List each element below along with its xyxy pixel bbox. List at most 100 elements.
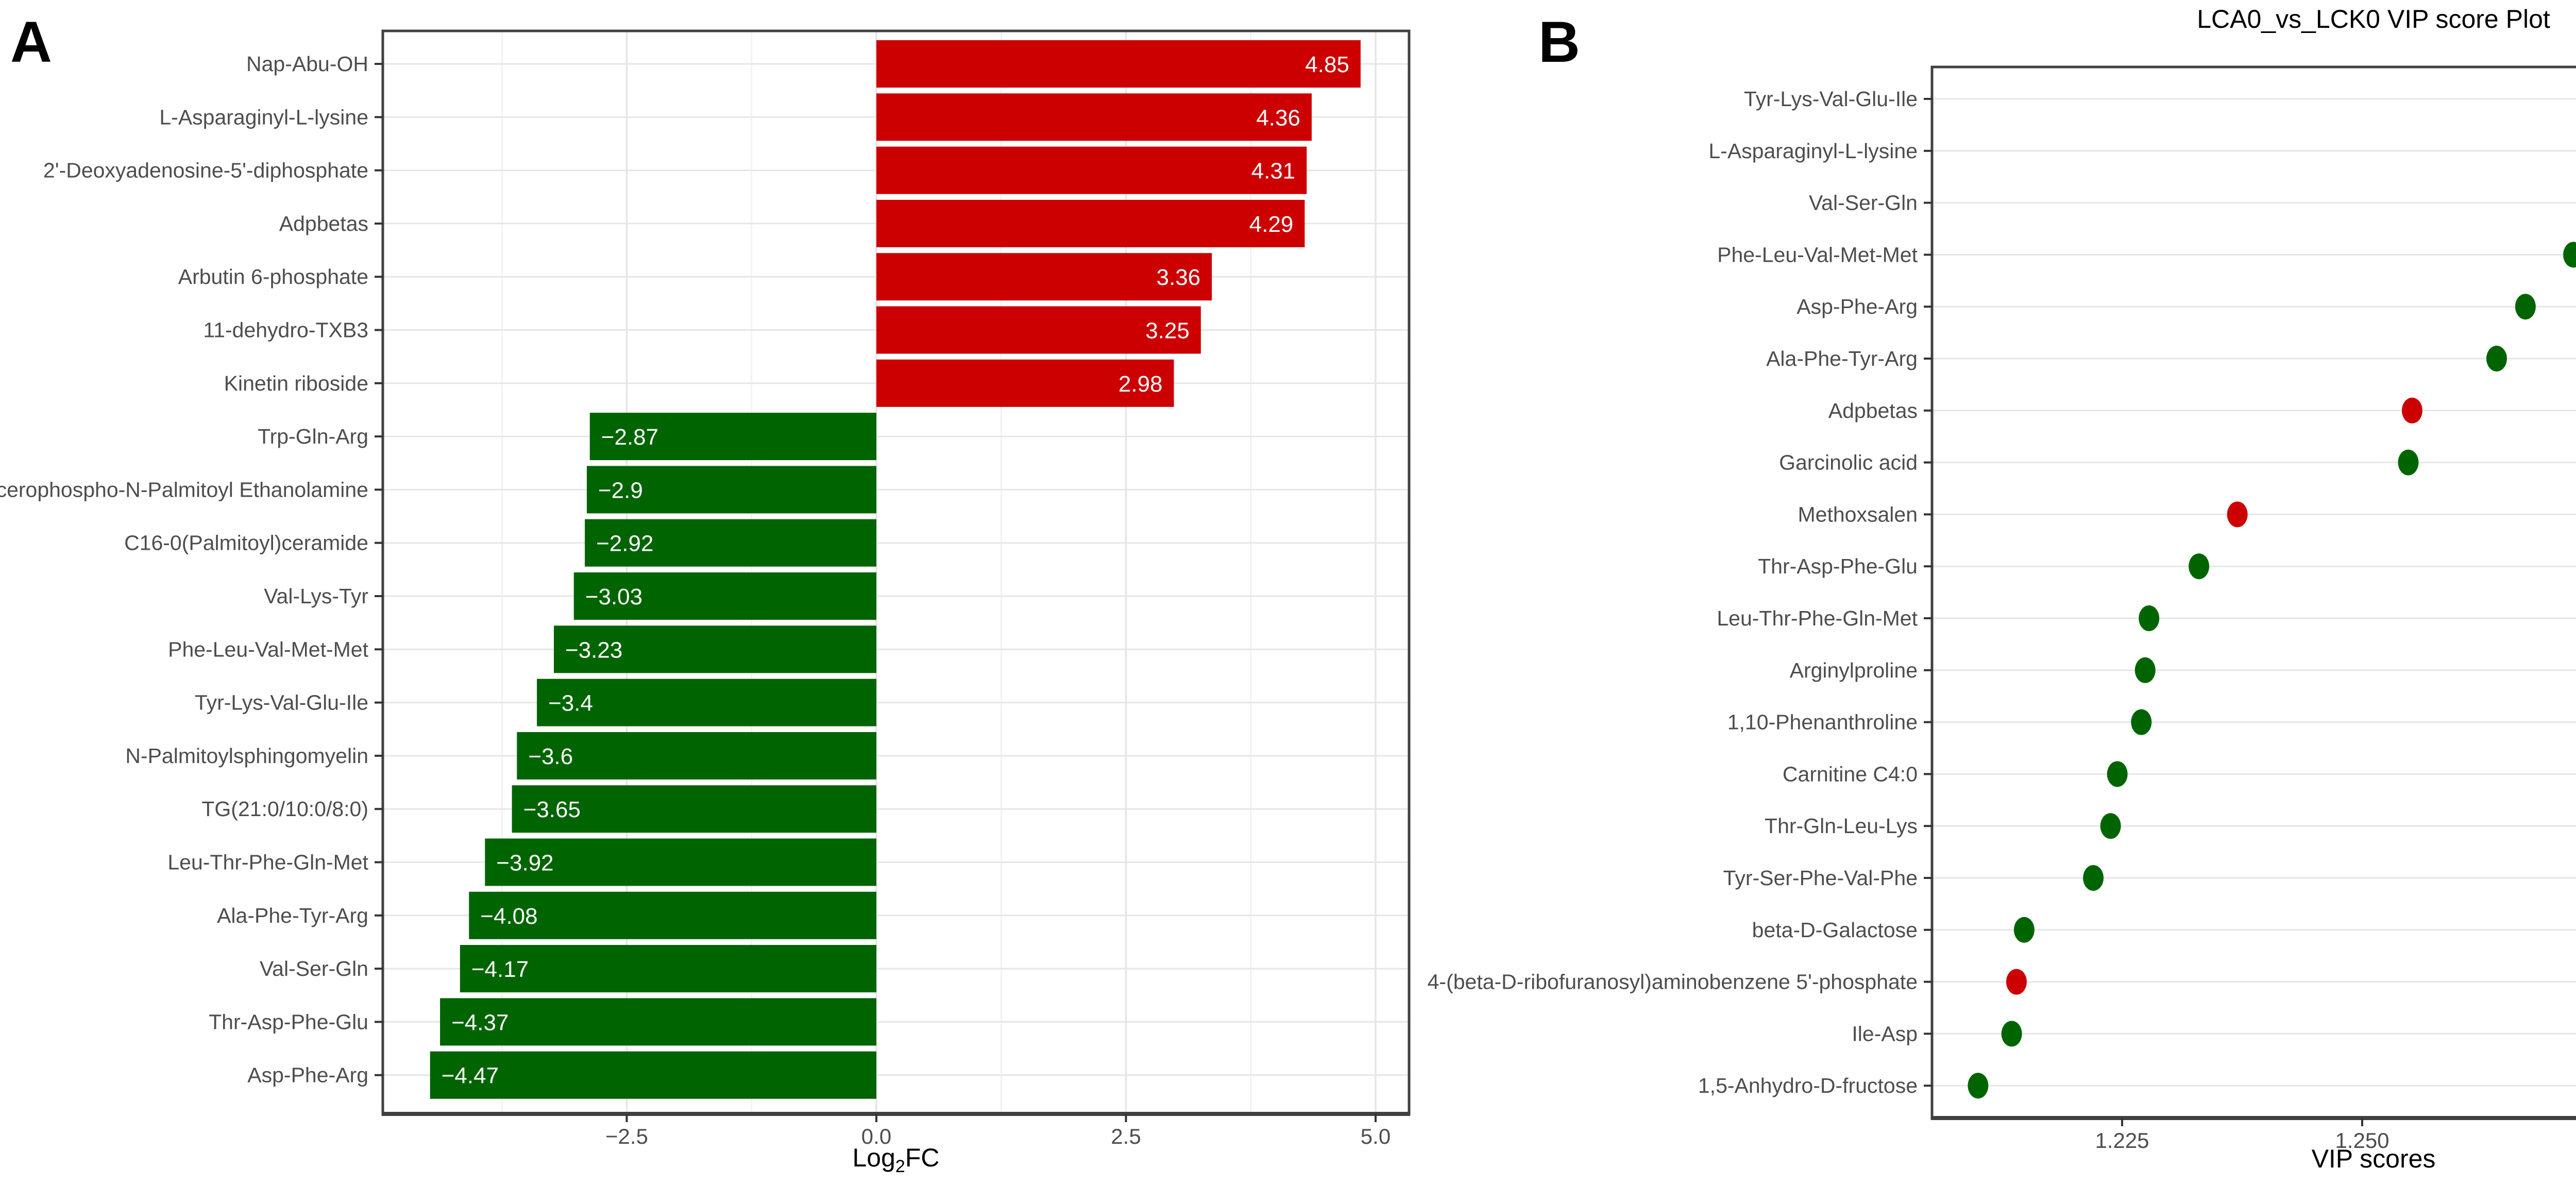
bar-10 bbox=[573, 572, 876, 620]
bar-18 bbox=[440, 998, 876, 1046]
vip-dot-16 bbox=[2013, 917, 2035, 943]
panel-b-category-label: beta-D-Galactose bbox=[1752, 918, 1918, 942]
vip-dot-3 bbox=[2563, 242, 2576, 268]
panel-a-category-label: Val-Ser-Gln bbox=[260, 957, 368, 980]
bar-value-label-3: 4.29 bbox=[1249, 212, 1294, 237]
vip-dot-5 bbox=[2486, 346, 2507, 371]
panel-a-x-tick-label: 5.0 bbox=[1361, 1124, 1391, 1148]
panel-b-chart-title: LCA0_vs_LCK0 VIP score Plot bbox=[2197, 5, 2550, 33]
bar-6 bbox=[876, 359, 1174, 407]
bar-value-label-1: 4.36 bbox=[1256, 105, 1300, 130]
bar-15 bbox=[485, 838, 876, 886]
bar-value-label-18: −4.37 bbox=[451, 1010, 509, 1035]
bar-value-label-12: −3.4 bbox=[548, 691, 593, 716]
bar-value-label-10: −3.03 bbox=[585, 584, 642, 610]
vip-dot-9 bbox=[2189, 553, 2210, 580]
bar-value-label-11: −3.23 bbox=[565, 637, 622, 663]
panel-a-x-tick-label: 0.0 bbox=[861, 1124, 891, 1148]
bar-14 bbox=[512, 785, 876, 833]
panel-a-category-label: Ala-Phe-Tyr-Arg bbox=[217, 904, 368, 927]
panel-a-category-label: L-Asparaginyl-L-lysine bbox=[159, 105, 368, 129]
panel-a-category-label: Asp-Phe-Arg bbox=[247, 1063, 368, 1087]
panel-b-x-axis-title: VIP scores bbox=[2311, 1144, 2436, 1173]
bar-17 bbox=[460, 945, 876, 993]
panel-b-letter: B bbox=[1538, 10, 1580, 74]
bar-value-label-17: −4.17 bbox=[471, 957, 529, 982]
bar-value-label-14: −3.65 bbox=[523, 797, 581, 822]
panel-a-category-label: 2'-Deoxyadenosine-5'-diphosphate bbox=[43, 159, 368, 182]
vip-dot-12 bbox=[2131, 709, 2152, 735]
panel-a-chart: 4.85 4.36 4.31 4.29 3.36 3.25 2.98 −2.87 −2.9 −2.… bbox=[0, 29, 1411, 1148]
panel-a-category-label: Tyr-Lys-Val-Glu-Ile bbox=[195, 691, 368, 715]
panel-a-category-label: Arbutin 6-phosphate bbox=[178, 265, 368, 289]
bar-value-label-15: −3.92 bbox=[496, 851, 553, 876]
vip-dot-15 bbox=[2083, 865, 2104, 891]
panel-b-category-label: 4-(beta-D-ribofuranosyl)aminobenzene 5'-… bbox=[1428, 970, 1918, 994]
panel-a-letter: A bbox=[10, 10, 52, 74]
panel-b-category-label: Val-Ser-Gln bbox=[1809, 191, 1918, 215]
bar-9 bbox=[585, 519, 876, 567]
vip-dot-13 bbox=[2107, 761, 2128, 787]
bar-value-label-2: 4.31 bbox=[1251, 159, 1296, 184]
panel-a-category-label: Leu-Thr-Phe-Gln-Met bbox=[167, 851, 368, 874]
panel-a-category-label: TG(21:0/10:0/8:0) bbox=[201, 797, 368, 821]
bar-value-label-7: −2.87 bbox=[601, 425, 658, 450]
panel-b-category-label: Methoxsalen bbox=[1798, 502, 1918, 526]
bar-1 bbox=[876, 93, 1312, 141]
panel-b-category-label: Carnitine C4:0 bbox=[1783, 762, 1918, 786]
panel-a-category-label: Thr-Asp-Phe-Glu bbox=[209, 1010, 368, 1034]
bar-value-label-4: 3.36 bbox=[1157, 265, 1201, 290]
bar-0 bbox=[876, 40, 1361, 88]
bar-value-label-19: −4.47 bbox=[442, 1063, 499, 1089]
panel-b-category-label: Thr-Asp-Phe-Glu bbox=[1758, 554, 1918, 578]
bar-value-label-9: −2.92 bbox=[596, 531, 653, 556]
panel-a-x-axis-title-base: Log bbox=[852, 1143, 895, 1172]
panel-b-category-label: Garcinolic acid bbox=[1779, 451, 1918, 475]
vip-dot-19 bbox=[1968, 1073, 1989, 1099]
panel-a-x-axis-title: Log2FC bbox=[852, 1143, 939, 1177]
bar-12 bbox=[537, 679, 876, 726]
panel-b-category-label: 1,5-Anhydro-D-fructose bbox=[1698, 1074, 1918, 1097]
panel-b-category-label: Thr-Gln-Leu-Lys bbox=[1765, 814, 1918, 838]
bar-value-label-5: 3.25 bbox=[1145, 318, 1190, 344]
panel-b-plot-background bbox=[1932, 67, 2576, 1118]
panel-a-category-label: C16-0(Palmitoyl)ceramide bbox=[124, 531, 368, 555]
panel-b-category-label: Tyr-Lys-Val-Glu-Ile bbox=[1744, 87, 1918, 111]
bar-5 bbox=[876, 306, 1201, 354]
panel-a-x-axis-title-rest: FC bbox=[905, 1143, 940, 1172]
panel-a-category-label: Trp-Gln-Arg bbox=[258, 425, 368, 448]
panel-b-category-label: Arginylproline bbox=[1790, 658, 1918, 682]
panel-b-category-label: Leu-Thr-Phe-Gln-Met bbox=[1717, 606, 1918, 630]
vip-dot-10 bbox=[2139, 605, 2160, 631]
panel-a-category-label: Kinetin riboside bbox=[224, 371, 368, 395]
panel-a-category-label: 11-dehydro-TXB3 bbox=[203, 318, 368, 342]
panel-b-category-label: Ile-Asp bbox=[1852, 1022, 1918, 1045]
bar-value-label-13: −3.6 bbox=[528, 744, 573, 769]
panel-b-x-tick-label: 1.275 bbox=[2575, 1128, 2576, 1153]
bar-19 bbox=[430, 1051, 876, 1099]
vip-dot-14 bbox=[2100, 813, 2121, 839]
bar-16 bbox=[469, 891, 876, 939]
bar-2 bbox=[876, 146, 1307, 194]
bar-value-label-8: −2.9 bbox=[598, 478, 643, 503]
bar-8 bbox=[586, 466, 876, 514]
panel-a-category-label: N-Palmitoylsphingomyelin bbox=[125, 744, 368, 768]
panel-b-category-label: Tyr-Ser-Phe-Val-Phe bbox=[1723, 866, 1918, 890]
bar-7 bbox=[589, 413, 876, 461]
panel-b-category-label: L-Asparaginyl-L-lysine bbox=[1708, 139, 1918, 163]
vip-dot-7 bbox=[2398, 449, 2419, 476]
panel-a-x-axis-title-sub: 2 bbox=[895, 1157, 905, 1176]
vip-dot-17 bbox=[2006, 969, 2027, 995]
panel-b-category-label: 1,10-Phenanthroline bbox=[1727, 710, 1918, 734]
panel-a-category-label: Glycerophospho-N-Palmitoyl Ethanolamine bbox=[0, 478, 368, 501]
vip-dot-18 bbox=[2001, 1021, 2022, 1047]
panel-b-category-label: Asp-Phe-Arg bbox=[1797, 295, 1918, 318]
panel-a-x-tick-label: −2.5 bbox=[605, 1124, 648, 1148]
panel-b-x-tick-label: 1.250 bbox=[2335, 1128, 2389, 1153]
panel-a-category-label: Val-Lys-Tyr bbox=[264, 584, 368, 608]
panel-b-category-label: Ala-Phe-Tyr-Arg bbox=[1766, 347, 1918, 370]
bar-4 bbox=[876, 253, 1212, 301]
panel-a-category-label: Phe-Leu-Val-Met-Met bbox=[168, 637, 368, 661]
